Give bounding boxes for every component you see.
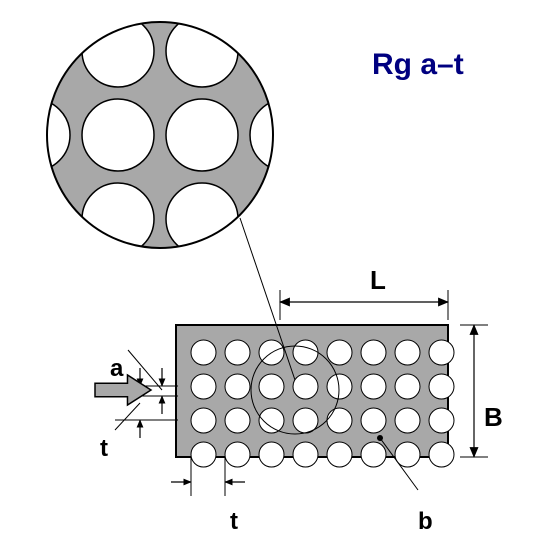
dimension-l [280,290,448,320]
label-t-vertical: t [100,435,108,463]
label-b-height: B [484,402,503,433]
dimension-a [115,350,178,414]
dimension-b-height [460,325,488,457]
diagram-title: Rg a–t [372,48,464,82]
label-b-point: b [418,508,433,536]
perforated-plate [176,325,454,467]
label-a: a [110,355,123,383]
diagram-container: Rg a–t L B a t t b [0,0,550,550]
dimension-t-vertical [115,368,178,438]
magnifier-view [0,15,322,255]
diagram-svg [0,0,550,550]
label-l: L [370,265,386,296]
label-t-horizontal: t [230,508,238,536]
